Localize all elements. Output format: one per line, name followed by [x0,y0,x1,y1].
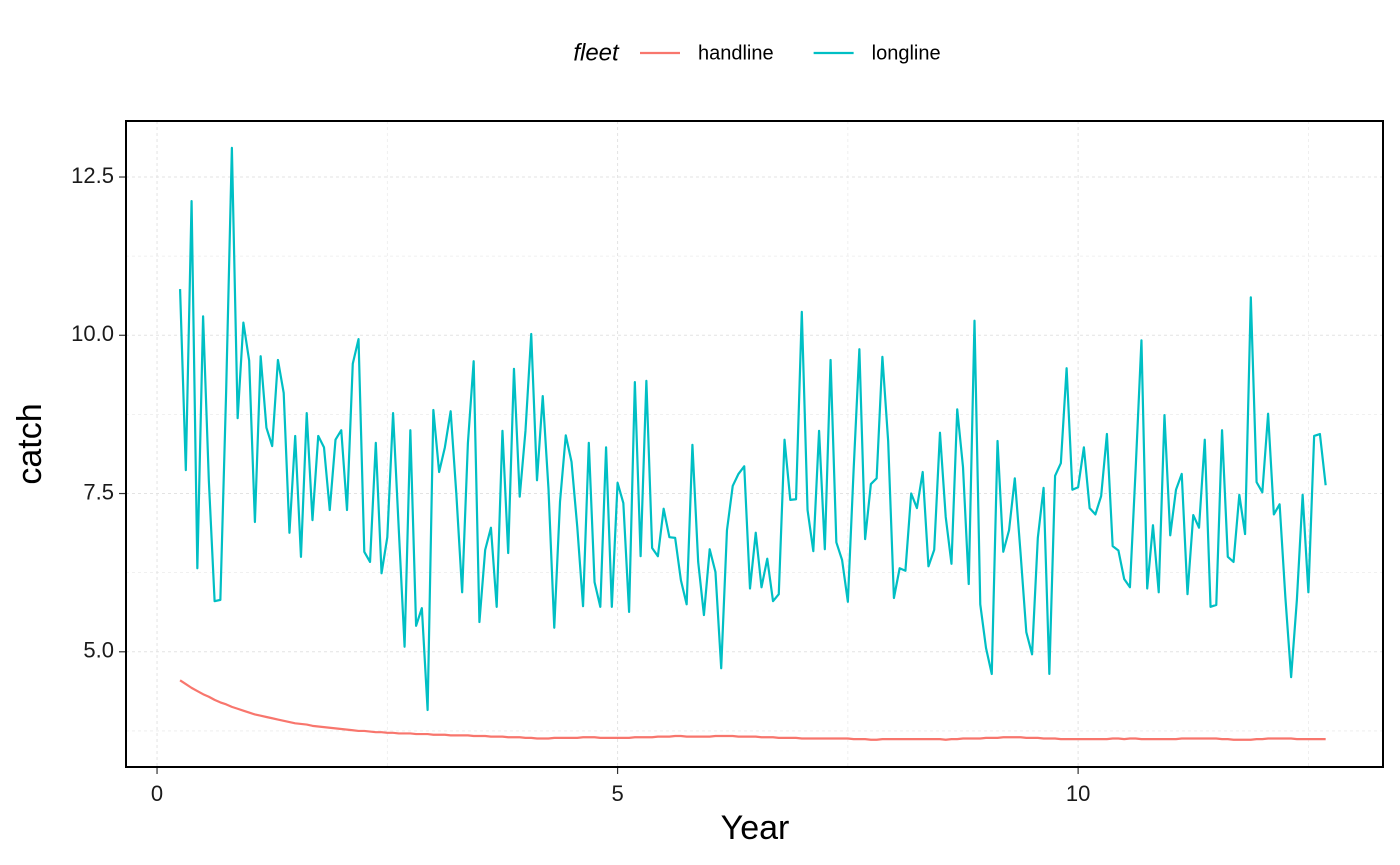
panel-border [125,120,1384,768]
series-line [179,679,1326,741]
y-tick-label: 12.5 [71,163,114,188]
y-tick-label: 7.5 [83,479,114,504]
x-tick-label: 10 [1066,781,1090,806]
series-line [178,146,1327,712]
y-tick-label: 5.0 [83,638,114,663]
x-tick-label: 5 [611,781,623,806]
x-axis-title: Year [721,809,790,847]
legend-title: fleet [573,39,620,66]
legend-label: longline [872,42,941,64]
legend-label: handline [698,42,774,64]
y-tick-label: 10.0 [71,321,114,346]
x-tick-label: 0 [151,781,163,806]
y-axis-title: catch [11,403,49,484]
